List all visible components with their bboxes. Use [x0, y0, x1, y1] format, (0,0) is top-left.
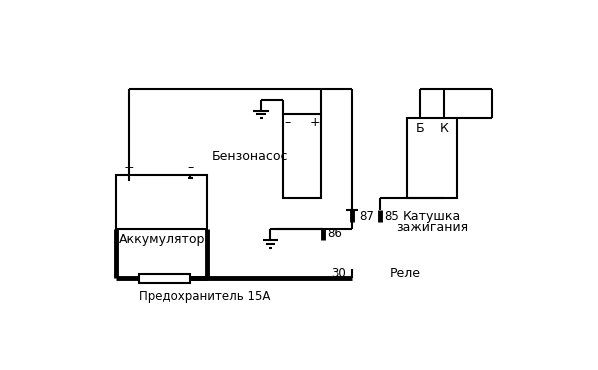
Text: зажигания: зажигания	[396, 221, 468, 234]
Text: Аккумулятор: Аккумулятор	[118, 233, 205, 246]
Text: +: +	[123, 161, 134, 174]
Text: Бензонасос: Бензонасос	[212, 149, 288, 162]
Text: Реле: Реле	[390, 268, 420, 280]
Text: Предохранитель 15А: Предохранитель 15А	[139, 290, 271, 303]
Text: 87: 87	[359, 210, 374, 223]
Text: –: –	[285, 117, 291, 130]
Text: 85: 85	[385, 210, 399, 223]
Text: 86: 86	[327, 227, 342, 241]
Bar	[139, 274, 190, 283]
Text: +: +	[310, 117, 321, 130]
Text: 30: 30	[331, 268, 346, 280]
Bar	[407, 118, 457, 198]
Text: Катушка: Катушка	[403, 211, 461, 223]
Text: Б: Б	[416, 122, 424, 135]
Text: К: К	[440, 122, 448, 135]
Bar	[116, 175, 207, 229]
Bar	[283, 114, 321, 198]
Text: –: –	[187, 161, 193, 174]
